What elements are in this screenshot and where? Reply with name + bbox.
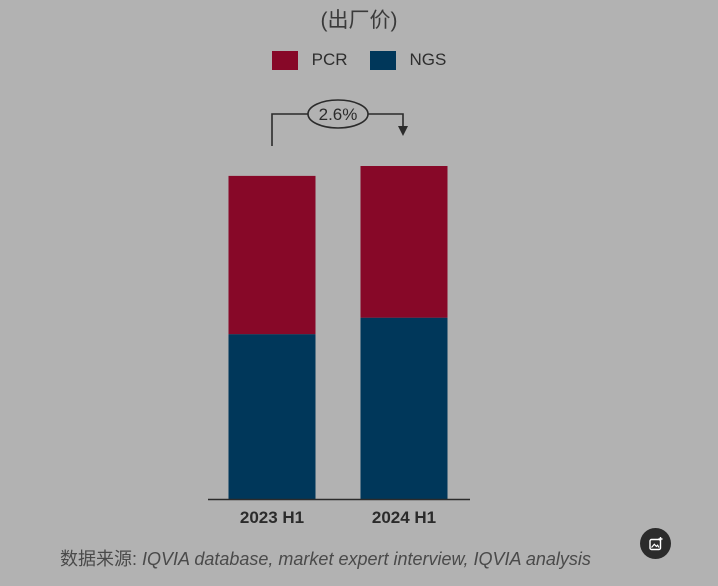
bar-ngs-2024-h1 <box>360 317 448 499</box>
legend-item-pcr: PCR <box>271 50 348 70</box>
chart-subtitle: (出厂价) <box>320 9 398 32</box>
legend-item-ngs: NGS <box>369 50 447 70</box>
image-edit-icon <box>648 536 662 550</box>
chart-legend: PCR NGS <box>0 50 718 70</box>
x-tick-label: 2024 H1 <box>372 508 436 527</box>
x-tick-label: 2023 H1 <box>240 508 304 527</box>
source-note: 数据来源: IQVIA database, market expert inte… <box>60 545 591 571</box>
legend-label-ngs: NGS <box>409 50 447 69</box>
growth-arrow-head <box>398 126 408 136</box>
bar-pcr-2023-h1 <box>228 175 316 335</box>
bar-pcr-2024-h1 <box>360 166 448 318</box>
legend-swatch-pcr <box>271 50 298 70</box>
growth-badge <box>307 99 369 129</box>
bar-ngs-2023-h1 <box>228 334 316 499</box>
image-action-button[interactable] <box>640 528 671 559</box>
source-text: IQVIA database, market expert interview,… <box>137 549 591 569</box>
source-label: 数据来源: <box>60 549 138 569</box>
growth-label: 2.6% <box>319 105 358 124</box>
legend-swatch-ngs <box>369 50 396 70</box>
legend-label-pcr: PCR <box>311 50 348 69</box>
